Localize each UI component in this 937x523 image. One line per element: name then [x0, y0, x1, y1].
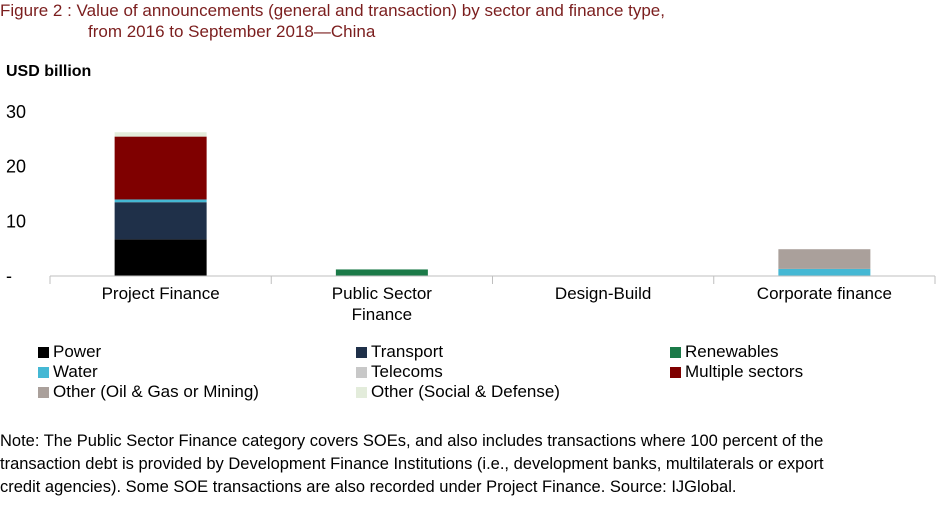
- legend-item-1: Transport: [356, 342, 443, 362]
- legend-item-0: Power: [38, 342, 101, 362]
- y-tick-label-0: -: [6, 266, 12, 286]
- x-tick-label-3: Corporate finance: [757, 284, 892, 303]
- legend-swatch-1: [356, 346, 367, 358]
- legend-label-3: Water: [53, 362, 98, 381]
- legend-label-2: Renewables: [685, 342, 779, 361]
- y-axis-unit-label: USD billion: [6, 63, 92, 80]
- legend-label-0: Power: [53, 342, 102, 361]
- y-tick-label-1: 10: [6, 211, 26, 231]
- x-tick-label-1: Public Sector Finance: [332, 284, 432, 324]
- bar-0-1: [114, 202, 207, 240]
- bar-3-6: [778, 249, 871, 269]
- legend-swatch-0: [38, 346, 49, 358]
- bar-0-5: [114, 136, 207, 200]
- bar-3-3: [778, 268, 871, 276]
- legend-swatch-7: [356, 386, 367, 398]
- legend-swatch-4: [356, 366, 367, 378]
- legend-label-6: Other (Oil & Gas or Mining): [53, 382, 259, 401]
- y-tick-label-2: 20: [6, 157, 26, 177]
- legend-swatch-5: [670, 366, 681, 378]
- legend-item-3: Water: [38, 362, 98, 382]
- legend-swatch-6: [38, 386, 49, 398]
- legend-label-4: Telecoms: [371, 362, 443, 381]
- stacked-bar-chart: - 10 20 30 Project Finance Public Sector Finan…: [6, 102, 936, 324]
- legend-swatch-2: [670, 346, 681, 358]
- bar-0-7: [114, 132, 207, 137]
- x-tick-label-0: Project Finance: [102, 284, 220, 303]
- legend-swatch-3: [38, 366, 49, 378]
- legend-item-2: Renewables: [670, 342, 779, 362]
- bar-0-0: [114, 239, 207, 276]
- legend-item-6: Other (Oil & Gas or Mining): [38, 382, 259, 402]
- legend-item-7: Other (Social & Defense): [356, 382, 560, 402]
- x-tick-label-2: Design-Build: [555, 284, 651, 303]
- bar-1-2: [335, 269, 428, 276]
- chart-note: Note: The Public Sector Finance category…: [0, 432, 824, 496]
- legend-item-5: Multiple sectors: [670, 362, 803, 382]
- legend-label-1: Transport: [371, 342, 444, 361]
- legend-label-7: Other (Social & Defense): [371, 382, 560, 401]
- chart-title-line-2: from 2016 to September 2018—China: [88, 22, 376, 41]
- bar-0-3: [114, 199, 207, 203]
- legend-item-4: Telecoms: [356, 362, 443, 382]
- y-tick-label-3: 30: [6, 102, 26, 122]
- chart-title: Figure 2 : Value of announcements (gener…: [0, 0, 665, 42]
- chart-title-line-1: Figure 2 : Value of announcements (gener…: [0, 1, 665, 20]
- legend-label-5: Multiple sectors: [685, 362, 804, 381]
